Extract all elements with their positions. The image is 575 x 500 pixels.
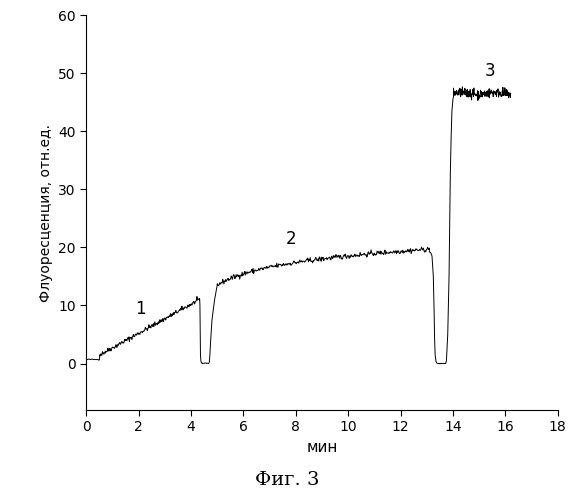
X-axis label: мин: мин	[306, 440, 338, 455]
Text: Фиг. 3: Фиг. 3	[255, 471, 320, 489]
Text: 2: 2	[285, 230, 296, 248]
Text: 1: 1	[135, 300, 145, 318]
Y-axis label: Флуоресценция, отн.ед.: Флуоресценция, отн.ед.	[39, 124, 53, 302]
Text: 3: 3	[484, 62, 495, 80]
